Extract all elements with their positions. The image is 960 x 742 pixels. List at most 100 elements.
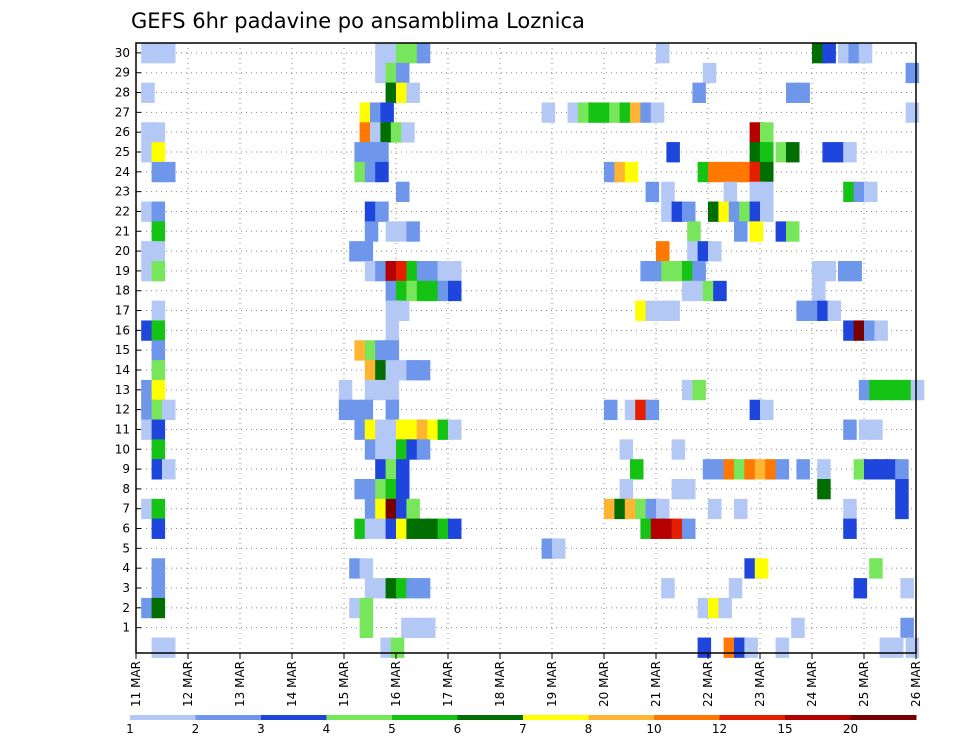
- x-tick-label: 17 MAR: [441, 661, 455, 707]
- precip-cell: [396, 478, 410, 500]
- precip-cell: [702, 459, 717, 480]
- precip-cell: [796, 82, 810, 103]
- y-tick-label: 17: [115, 304, 130, 318]
- precip-cell: [843, 142, 857, 163]
- precip-cell: [151, 399, 166, 421]
- y-tick-label: 28: [115, 86, 130, 100]
- precip-cell: [697, 597, 712, 619]
- precip-cell: [624, 498, 639, 520]
- precip-cell: [708, 498, 722, 520]
- precip-cell: [151, 360, 166, 381]
- precip-cell: [661, 181, 675, 203]
- precip-cell: [359, 122, 374, 143]
- precip-cell: [385, 43, 400, 64]
- precip-cell: [364, 201, 379, 222]
- precip-cell: [656, 43, 670, 64]
- precip-cell: [364, 142, 379, 163]
- precip-cell: [437, 260, 452, 282]
- precip-cell: [718, 161, 732, 183]
- precip-cell: [141, 82, 155, 103]
- precip-cell: [396, 82, 410, 103]
- precip-cell: [567, 102, 582, 123]
- precip-cell: [869, 379, 883, 401]
- precip-cell: [817, 459, 831, 480]
- precip-cell: [359, 597, 374, 619]
- precip-cell: [624, 399, 639, 421]
- precip-cell: [349, 399, 363, 421]
- precip-cell: [708, 597, 722, 619]
- colorbar-swatch: [392, 715, 458, 720]
- precip-cell: [364, 478, 379, 500]
- precip-cell: [416, 518, 431, 539]
- precip-cell: [552, 538, 566, 559]
- precip-cell: [838, 43, 852, 64]
- precip-cell: [354, 340, 368, 361]
- precip-cell: [739, 161, 753, 183]
- precip-cell: [708, 241, 722, 262]
- colorbar-label: 20: [843, 722, 858, 736]
- precip-cell: [848, 260, 862, 282]
- colorbar-label: 12: [712, 722, 727, 736]
- precip-cell: [151, 201, 166, 222]
- precip-cell: [151, 142, 166, 163]
- precip-cell: [141, 419, 155, 440]
- precip-cell: [708, 201, 722, 222]
- precip-cell: [832, 142, 847, 163]
- precip-cell: [697, 637, 712, 658]
- y-tick-label: 12: [115, 403, 130, 417]
- y-tick-label: 25: [115, 145, 130, 159]
- precip-cell: [682, 280, 696, 302]
- precip-cell: [354, 161, 368, 183]
- y-tick-label: 24: [115, 165, 130, 179]
- precip-cell: [635, 300, 649, 321]
- precip-cell: [619, 439, 634, 460]
- precip-cell: [141, 122, 155, 143]
- precip-cell: [364, 260, 379, 282]
- precip-cell: [645, 399, 660, 421]
- precip-cell: [661, 518, 675, 539]
- precip-cell: [905, 102, 920, 123]
- precip-cell: [760, 399, 774, 421]
- precip-cell: [141, 320, 155, 341]
- y-tick-label: 29: [115, 66, 130, 80]
- precip-cell: [817, 478, 831, 500]
- precip-cell: [728, 201, 743, 222]
- precip-cell: [749, 122, 764, 143]
- colorbar-swatch: [719, 715, 786, 720]
- precip-cell: [416, 439, 431, 460]
- x-tick-label: 14 MAR: [285, 661, 299, 707]
- x-tick-label: 23 MAR: [753, 661, 767, 707]
- precip-cell: [385, 82, 400, 103]
- precip-cell: [427, 260, 441, 282]
- precip-cell: [666, 142, 680, 163]
- precip-cell: [869, 419, 883, 440]
- precip-cell: [744, 558, 758, 579]
- precip-cell: [718, 201, 732, 222]
- colorbar-swatch: [326, 715, 393, 720]
- precipitation-cells: [141, 43, 925, 658]
- precip-cell: [754, 558, 769, 579]
- precip-cell: [151, 43, 166, 64]
- precip-cell: [437, 280, 452, 302]
- precip-cell: [375, 419, 389, 440]
- precip-cell: [910, 379, 925, 401]
- precip-cell: [682, 379, 696, 401]
- colorbar-label: 4: [323, 722, 331, 736]
- precip-cell: [375, 161, 389, 183]
- precip-cell: [151, 241, 166, 262]
- colorbar-label: 2: [192, 722, 200, 736]
- y-tick-label: 9: [122, 462, 130, 476]
- precip-cell: [375, 142, 389, 163]
- precip-cell: [874, 459, 888, 480]
- precip-cell: [853, 459, 868, 480]
- precip-cell: [640, 518, 654, 539]
- y-tick-label: 20: [115, 244, 130, 258]
- precip-cell: [671, 201, 686, 222]
- precip-cell: [396, 459, 410, 480]
- precip-cell: [786, 82, 800, 103]
- precip-cell: [338, 379, 353, 401]
- precip-cell: [385, 578, 400, 599]
- precip-cell: [364, 161, 379, 183]
- precip-cell: [843, 320, 857, 341]
- precip-cell: [141, 43, 155, 64]
